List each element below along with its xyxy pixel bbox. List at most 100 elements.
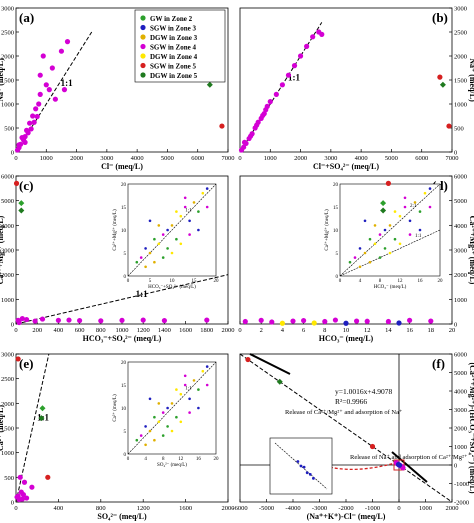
legend-label: DGW in Zone 3 [150, 34, 198, 42]
inset-x-tick-label: 15 [192, 279, 198, 284]
data-point [267, 99, 273, 105]
x-tick-label: -2000 [338, 505, 353, 512]
y-tick-label: 4000 [1, 223, 14, 230]
legend-marker [140, 53, 146, 59]
x-tick-label: 1400 [158, 327, 171, 334]
x-axis-label: (Na⁺+K⁺)-Cl⁻ (meq/L) [307, 512, 386, 521]
inset-point [157, 402, 161, 405]
panel-d: 0 2 4 6 8 10 12 14 16 18 2001000200030004000500060… [238, 174, 474, 344]
legend-box [134, 9, 226, 83]
data-point [39, 405, 46, 412]
inset-point [148, 429, 152, 433]
inset-x-tick-label: 0 [127, 457, 130, 462]
inset-point [139, 256, 143, 259]
inset-point [383, 247, 387, 250]
inset-y-label: Ca²⁺+Mg²⁺ (meq/L) [112, 209, 118, 251]
legend-marker [140, 43, 146, 50]
inset-x-tick-label: 20 [438, 279, 444, 284]
y-tick-label: 5000 [1, 198, 14, 205]
data-point [290, 318, 296, 324]
y-tick-label: 3000 [454, 407, 467, 414]
inset-y-tick-label: 10 [121, 229, 127, 234]
inset-point [408, 219, 412, 223]
panel-label: (f) [432, 356, 445, 371]
inset-y-tick-label: 0 [124, 275, 127, 280]
data-point [28, 126, 34, 132]
inset-point [144, 443, 147, 447]
inset-point [373, 242, 377, 246]
x-tick-label: 5000 [161, 155, 174, 162]
x-tick-label: 7000 [446, 155, 459, 162]
line-label: 1:1 [136, 289, 148, 299]
inset-x-tick-label: 10 [170, 279, 176, 284]
x-tick-label: -4000 [285, 505, 300, 512]
inset-point [201, 369, 205, 373]
data-point [279, 82, 285, 88]
inset-y-tick-label: 5 [336, 252, 339, 257]
x-tick-label: 400 [54, 505, 64, 512]
x-tick-label: 6 [302, 327, 306, 334]
data-point [285, 72, 292, 78]
data-point [30, 113, 36, 119]
legend-label: DGW in Zone 5 [150, 72, 198, 80]
y-tick-label: 3000 [454, 248, 467, 255]
data-point [380, 207, 387, 214]
line-label: 1:1 [61, 78, 73, 88]
legend-label: SGW in Zone 5 [150, 62, 196, 70]
x-axis-label: Cl⁻ (meq/L) [101, 162, 143, 171]
inset-point [388, 224, 392, 227]
inset-x-label: HCO₃⁻+SO₄²⁻ (meq/L) [148, 284, 196, 290]
x-tick-label: 6000 [191, 155, 204, 162]
data-point [343, 320, 349, 326]
inset-x-tick-label: 16 [418, 279, 424, 284]
y-tick-label: 2500 [1, 376, 14, 383]
data-point [19, 496, 25, 502]
data-point [161, 317, 167, 324]
inset-point [353, 256, 357, 259]
inset-point [175, 388, 178, 391]
x-tick-label: 4000 [355, 155, 368, 162]
x-tick-label: 3000 [324, 155, 337, 162]
x-tick-label: 600 [75, 327, 85, 334]
inset-y-tick-label: 20 [121, 183, 127, 188]
inset-point [368, 260, 372, 264]
x-axis-label: HCO₃⁻+SO₄²⁻ (meq/L) [83, 334, 162, 343]
data-point [21, 479, 28, 485]
inset-point [393, 237, 397, 241]
x-tick-label: 800 [96, 505, 106, 512]
y-tick-label: 2000 [1, 401, 14, 408]
data-point [140, 317, 146, 323]
data-point [24, 495, 30, 501]
line-label: 1:1 [288, 73, 300, 83]
inset-point [378, 256, 382, 259]
inset-point [188, 411, 191, 414]
inset-point [157, 242, 161, 246]
x-tick-label: 2000 [70, 155, 83, 162]
x-tick-label: 4 [281, 327, 285, 334]
x-tick-label: 6000 [415, 155, 428, 162]
inset-point [170, 429, 174, 433]
legend-label: DGW in Zone 4 [150, 53, 198, 61]
inset-point [188, 219, 191, 223]
panel-label: (a) [19, 10, 34, 25]
data-point [32, 318, 38, 324]
inset-point [139, 434, 143, 437]
y-tick-label: 1000 [454, 297, 467, 304]
inset-y-tick-label: 5 [124, 252, 127, 257]
x-tick-label: 12 [364, 327, 371, 334]
inset-point [418, 210, 422, 213]
inset-point [161, 411, 165, 414]
data-point [332, 317, 338, 323]
one-to-one-line [15, 274, 229, 325]
inset-point [192, 379, 196, 382]
data-point [55, 317, 62, 323]
data-point [241, 144, 247, 150]
inset-point [153, 438, 156, 442]
data-point [19, 135, 25, 141]
inset-line-label: 1:1 [185, 209, 192, 214]
inset-x-tick-label: 4 [359, 279, 362, 284]
data-point [248, 133, 254, 139]
y-tick-label: 4000 [454, 223, 467, 230]
x-tick-label: 0 [14, 155, 17, 162]
y-axis-label: Ca²⁺+Mg²⁺ (meq/L) [0, 215, 5, 284]
